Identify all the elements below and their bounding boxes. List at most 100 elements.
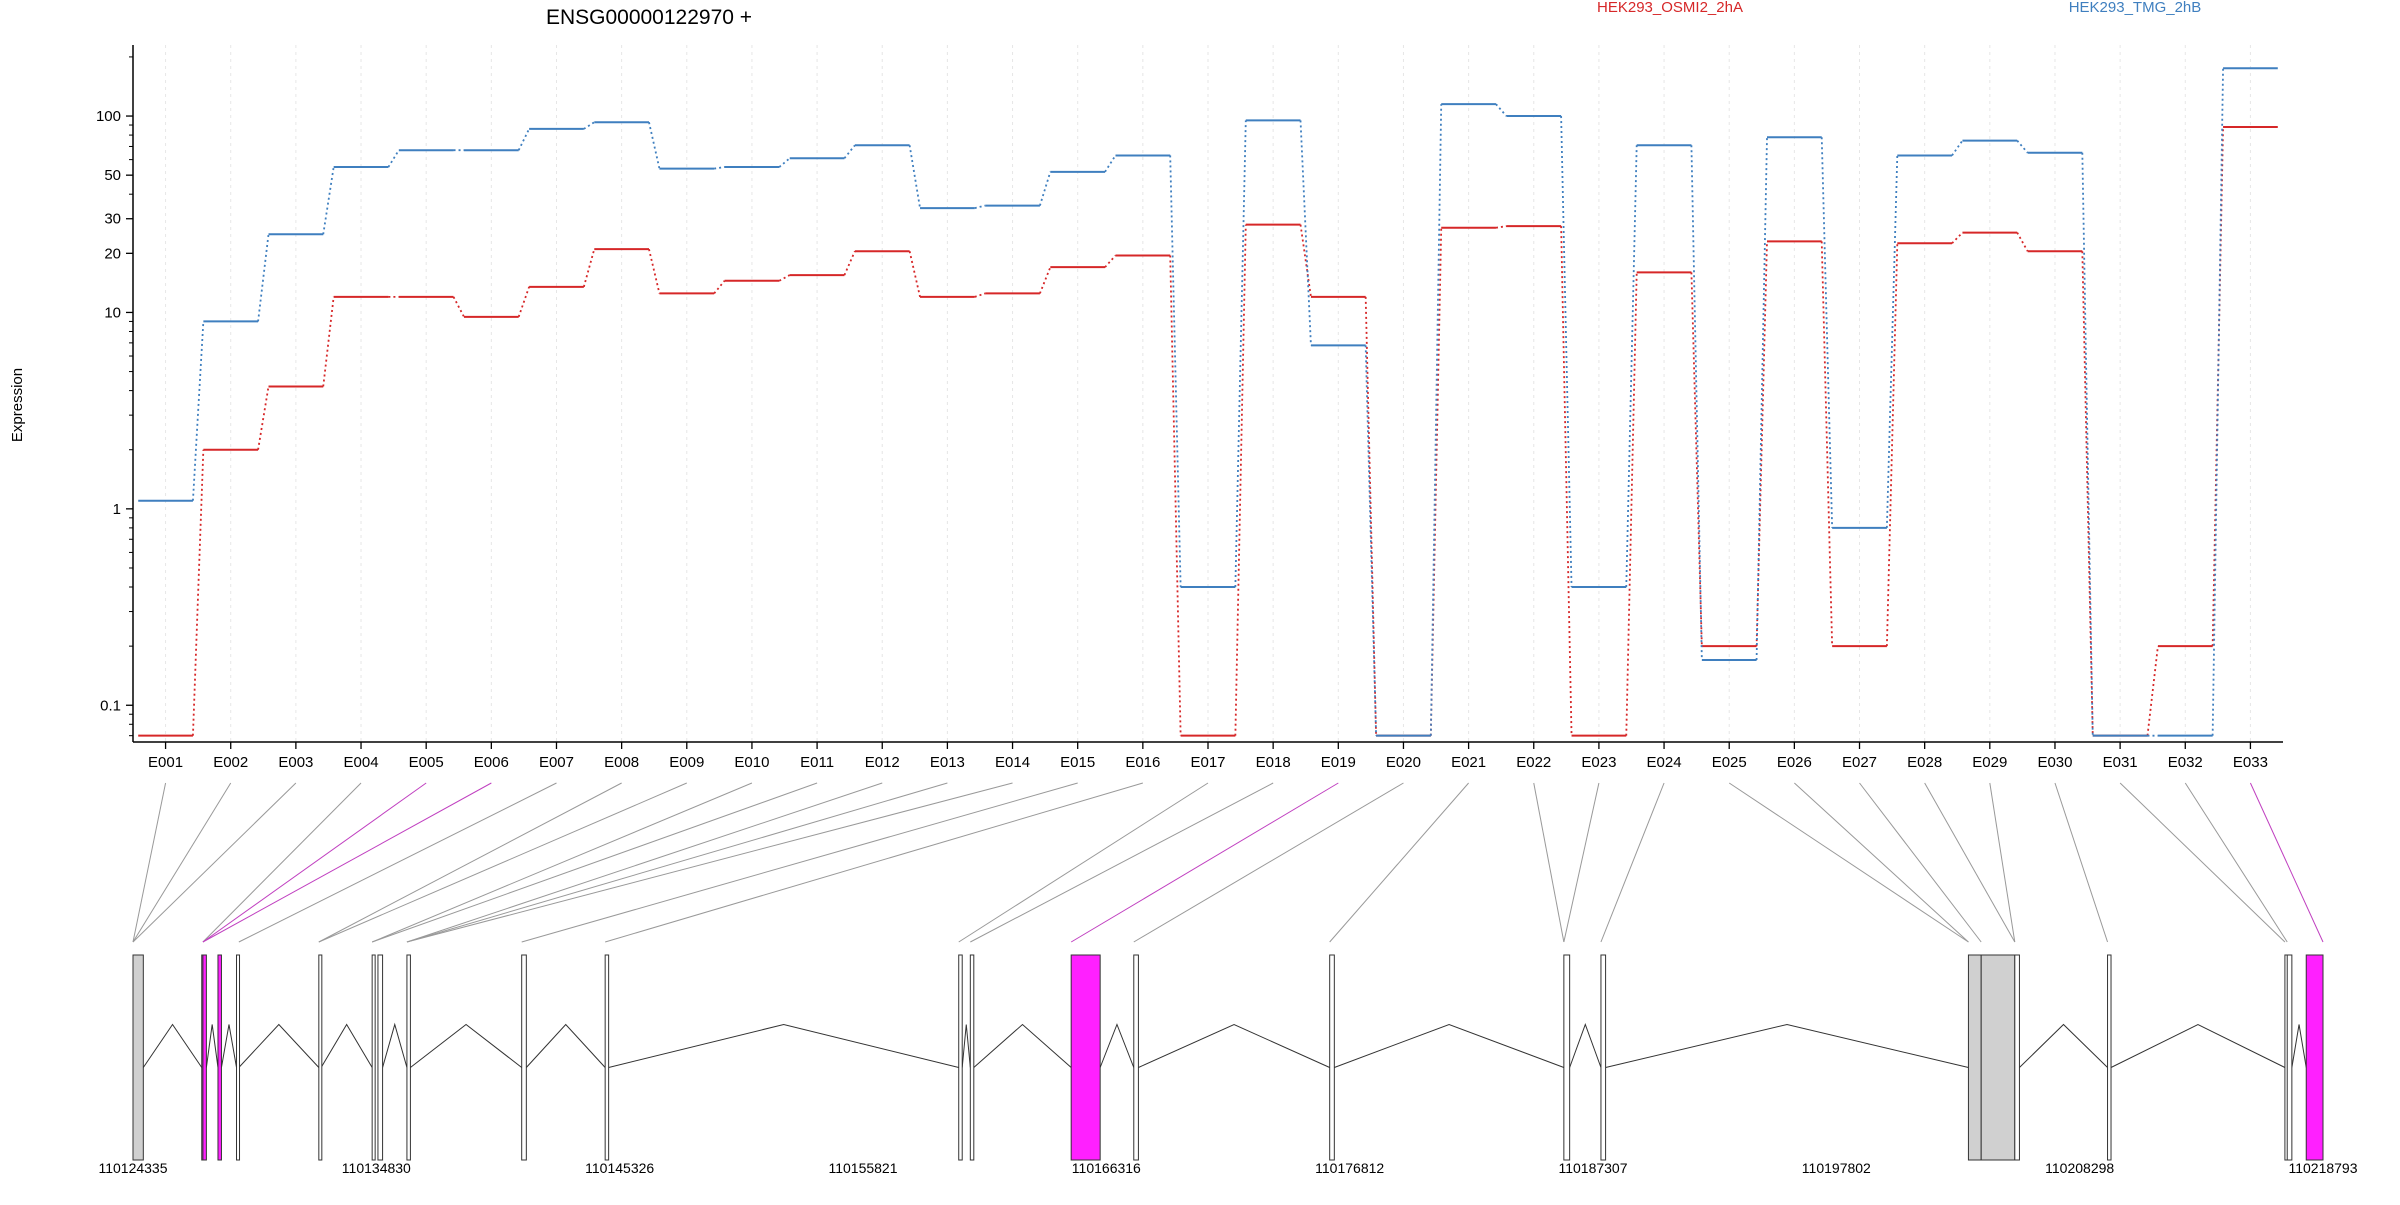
- intron-chevron: [320, 1023, 373, 1068]
- exon-box: [371, 954, 376, 1161]
- x-tick-label: E007: [539, 754, 574, 771]
- series-1-link: [1690, 145, 1703, 661]
- intron-chevron: [525, 1023, 606, 1068]
- x-tick-label: E006: [474, 754, 509, 771]
- y-tick-label: 0.1: [100, 697, 121, 714]
- series-1-link: [1429, 104, 1443, 736]
- series-1-link: [1169, 155, 1182, 588]
- coordinate-label: 110145326: [585, 1160, 654, 1176]
- connector-line: [202, 782, 362, 943]
- x-tick-label: E012: [865, 754, 900, 771]
- coordinate-label: 110208298: [2045, 1160, 2114, 1176]
- x-tick-label: E010: [734, 754, 769, 771]
- series-1-link: [387, 149, 400, 168]
- connector-line: [1329, 782, 1469, 943]
- connector-line: [238, 782, 557, 943]
- connector-line: [1533, 782, 1565, 943]
- x-tick-label: E026: [1777, 754, 1812, 771]
- exon-box: [958, 954, 963, 1161]
- intron-chevron: [2291, 1024, 2307, 1068]
- series-0-link: [2211, 126, 2224, 647]
- series-1-link: [1560, 116, 1573, 588]
- y-tick-label: 30: [104, 211, 121, 228]
- x-tick-label: E033: [2233, 754, 2268, 771]
- series-0-link: [1560, 226, 1573, 736]
- series-0-link: [2081, 251, 2094, 736]
- series-0-link: [1951, 231, 1964, 244]
- coordinate-label: 110218793: [2288, 1160, 2357, 1176]
- series-1-link: [1364, 345, 1377, 736]
- exon-box: [1070, 954, 1101, 1161]
- x-tick-label: E011: [800, 754, 834, 771]
- x-tick-label: E032: [2168, 754, 2203, 771]
- series-1-link: [974, 204, 986, 209]
- exon-box: [1600, 954, 1607, 1161]
- intron-chevron: [142, 1023, 203, 1068]
- intron-chevron: [1099, 1023, 1135, 1068]
- connector-line: [132, 782, 167, 943]
- series-0-link: [2016, 232, 2029, 252]
- x-tick-label: E030: [2037, 754, 2072, 771]
- y-tick-label: 20: [104, 245, 121, 262]
- series-0-link: [582, 248, 596, 288]
- connector-line: [202, 782, 492, 943]
- series-1-link: [1885, 155, 1899, 528]
- intron-chevron: [961, 1024, 971, 1068]
- series-0-link: [322, 296, 335, 387]
- series-1-link: [517, 128, 530, 151]
- series-0-link: [452, 296, 465, 318]
- connector-line: [1728, 782, 1969, 943]
- exon-box: [1329, 954, 1335, 1161]
- y-tick-label: 50: [104, 167, 121, 184]
- coordinate-label: 110176812: [1315, 1160, 1384, 1176]
- y-tick-label: 100: [96, 108, 121, 125]
- exon-box: [377, 954, 384, 1161]
- coordinate-label: 110124335: [98, 1160, 167, 1176]
- series-0-link: [1495, 225, 1507, 229]
- series-1-link: [1039, 171, 1052, 206]
- connector-line: [406, 782, 883, 943]
- exon-box: [406, 954, 411, 1161]
- connector-line: [371, 782, 753, 943]
- series-1-link: [2081, 152, 2094, 736]
- series-0-link: [713, 280, 726, 294]
- y-axis-label: Expression: [9, 368, 26, 442]
- series-1-link: [583, 121, 595, 130]
- x-tick-label: E015: [1060, 754, 1095, 771]
- series-0-link: [2146, 646, 2159, 736]
- x-tick-label: E008: [604, 754, 639, 771]
- connector-line: [318, 782, 622, 943]
- x-tick-label: E003: [278, 754, 313, 771]
- series-0-link: [1234, 224, 1247, 736]
- x-tick-label: E027: [1842, 754, 1877, 771]
- series-1-link: [257, 234, 270, 322]
- connector-line: [1133, 782, 1404, 943]
- coordinate-label: 110197802: [1802, 1160, 1871, 1176]
- x-tick-label: E023: [1581, 754, 1616, 771]
- series-0-link: [843, 250, 856, 276]
- coordinate-label: 110187307: [1558, 1160, 1627, 1176]
- intron-chevron: [1605, 1023, 1969, 1068]
- series-1-link: [322, 166, 335, 235]
- series-1-link: [843, 144, 856, 159]
- intron-chevron: [205, 1024, 219, 1068]
- series-1-link: [1495, 103, 1508, 117]
- connector-line: [406, 782, 948, 943]
- connector-line: [958, 782, 1209, 943]
- series-1-link: [1951, 140, 1964, 156]
- connector-line: [605, 782, 1143, 943]
- x-tick-label: E009: [669, 754, 704, 771]
- series-1-link: [1820, 137, 1834, 528]
- connector-line: [1794, 782, 1969, 943]
- exon-box: [318, 954, 323, 1161]
- exon-box: [202, 954, 207, 1161]
- series-0-link: [1039, 266, 1052, 294]
- series-0-link: [1299, 224, 1312, 298]
- connector-line: [2054, 782, 2109, 943]
- series-0-link: [517, 286, 530, 318]
- connector-line: [318, 782, 687, 943]
- intron-chevron: [220, 1024, 238, 1068]
- x-tick-label: E025: [1712, 754, 1747, 771]
